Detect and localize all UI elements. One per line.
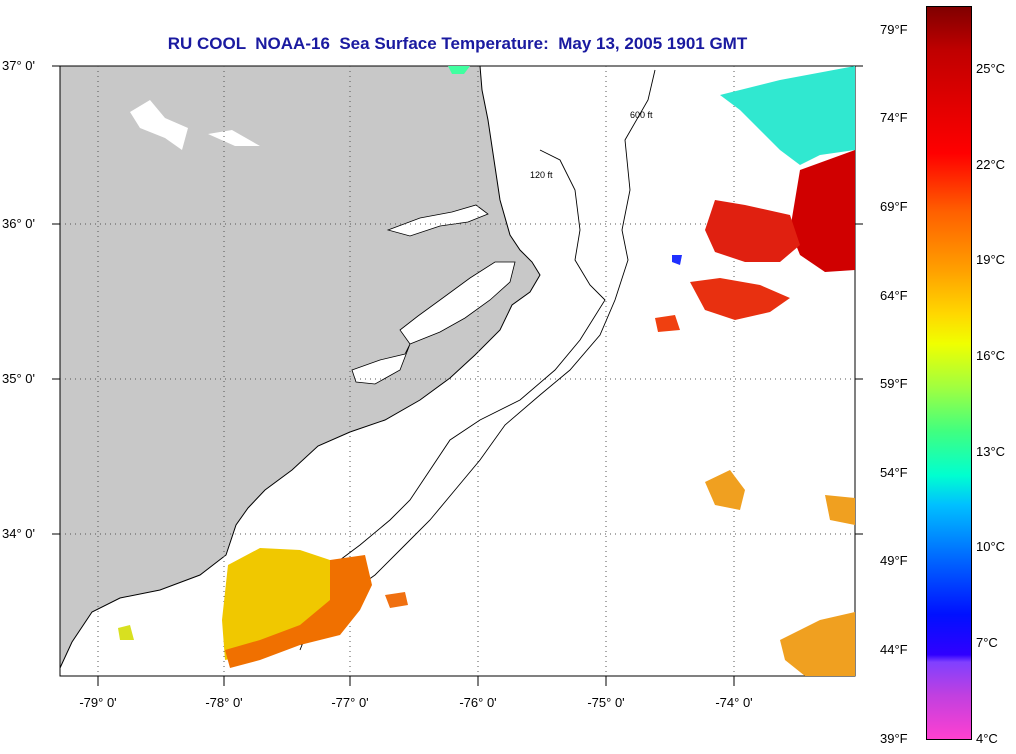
colorbar-c-25: 25°C [976,61,1006,76]
pamlico-sound [399,261,516,345]
colorbar-f-59: 59°F [880,376,908,391]
sst-cyan-patch [720,66,855,165]
inland-lake [130,100,188,150]
neuse-river [351,343,411,385]
sst-blue-spot [672,255,682,265]
isobath-label-120: 120 ft [530,170,553,180]
colorbar-f-54: 54°F [880,465,908,480]
colorbar-f-79: 79°F [880,22,908,37]
land-mass [59,65,541,669]
lon-label-75: -75° 0' [587,695,625,710]
albemarle-sound [386,204,489,237]
lon-label-78: -78° 0' [205,695,243,710]
sst-small-yellow [118,625,134,640]
sst-red-scatter [690,278,790,320]
colorbar-c-16: 16°C [976,348,1006,363]
lat-label-37: 37° 0' [2,58,35,73]
sst-offshore-orange-1 [705,470,745,510]
lat-label-34: 34° 0' [2,526,35,541]
isobath-120ft [279,149,606,641]
colorbar-c-7: 7°C [976,635,998,650]
lon-label-74: -74° 0' [715,695,753,710]
colorbar-c-13: 13°C [976,444,1006,459]
isobath-600ft [299,69,656,651]
colorbar-f-64: 64°F [880,288,908,303]
temperature-colorbar [926,6,972,740]
sst-orange-bits [385,592,408,608]
lon-label-79: -79° 0' [79,695,117,710]
map-title: RU COOL NOAA-16 Sea Surface Temperature:… [167,34,748,53]
sst-gulf-stream [790,150,855,272]
colorbar-c-10: 10°C [976,539,1006,554]
isobath-label-600: 600 ft [630,110,653,120]
lat-label-35: 35° 0' [2,371,35,386]
colorbar-f-74: 74°F [880,110,908,125]
colorbar-f-69: 69°F [880,199,908,214]
axis-ticks [52,65,863,686]
sst-offshore-orange-3 [780,612,855,676]
sst-small-red [655,315,680,332]
lon-label-76: -76° 0' [459,695,497,710]
colorbar-f-49: 49°F [880,553,908,568]
colorbar-c-22: 22°C [976,157,1006,172]
colorbar-f-44: 44°F [880,642,908,657]
lon-label-77: -77° 0' [331,695,369,710]
sst-red-patch [705,200,800,262]
inland-lake-2 [208,130,260,146]
sst-nearshore-yellow [222,548,345,660]
colorbar-c-4: 4°C [976,731,998,746]
colorbar-f-39: 39°F [880,731,908,746]
sst-offshore-orange-2 [825,495,855,525]
sst-green-patch [448,66,470,74]
lat-label-36: 36° 0' [2,216,35,231]
sst-nearshore-orange [225,555,372,668]
gridlines [60,66,855,676]
colorbar-c-19: 19°C [976,252,1006,267]
